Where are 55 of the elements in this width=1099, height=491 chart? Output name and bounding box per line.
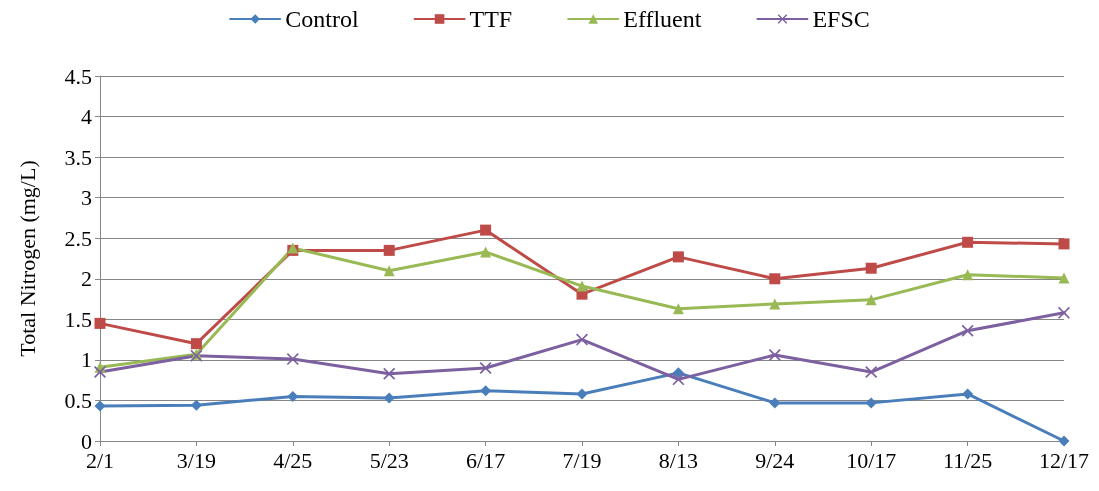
x-tick-label: 10/17: [846, 447, 897, 473]
x-tick-label: 5/23: [369, 447, 409, 473]
point: [1058, 306, 1070, 319]
y-axis-title: Total Nitrogen (mg/L): [14, 160, 40, 357]
point: [576, 388, 588, 400]
point: [769, 298, 781, 310]
point: [383, 367, 396, 380]
point: [383, 392, 395, 404]
x-tick-label: 11/25: [942, 447, 993, 473]
x-tick-label: 6/17: [466, 447, 506, 473]
point: [961, 324, 974, 337]
point: [1058, 272, 1070, 284]
y-tick-label: 2: [81, 266, 92, 292]
x-tick-label: 3/19: [176, 447, 216, 473]
point: [383, 244, 395, 256]
point: [94, 400, 106, 412]
y-tick-label: 4: [81, 104, 92, 130]
y-tick-label: 1.5: [64, 306, 92, 332]
point: [383, 265, 395, 277]
point: [480, 224, 492, 236]
point: [672, 303, 684, 315]
point: [769, 273, 781, 285]
point: [576, 280, 588, 292]
legend-label: EFSC: [812, 6, 870, 32]
legend-label: TTF: [469, 6, 513, 32]
y-tick-label: 0.5: [64, 387, 92, 413]
point: [94, 366, 106, 379]
point: [672, 251, 684, 263]
y-tick-label: 0: [81, 428, 92, 454]
point: [672, 373, 685, 386]
y-tick-label: 3: [81, 185, 92, 211]
point: [94, 317, 106, 329]
point: [865, 262, 877, 274]
y-tick-label: 4.5: [64, 63, 92, 89]
point: [962, 236, 974, 248]
point: [962, 388, 974, 400]
point: [962, 269, 974, 281]
legend-label: Effluent: [623, 6, 702, 32]
point: [190, 338, 202, 350]
x-tick-label: 8/13: [658, 447, 698, 473]
point: [1058, 238, 1070, 250]
legend-label: Control: [285, 6, 359, 32]
y-tick-label: 1: [81, 347, 92, 373]
x-tick-label: 9/24: [755, 447, 795, 473]
point: [672, 367, 684, 379]
x-tick-label: 12/17: [1038, 447, 1090, 473]
y-tick-label: 2.5: [64, 225, 92, 251]
x-tick-label: 4/25: [273, 447, 313, 473]
x-tick-label: 7/19: [562, 447, 602, 473]
point: [286, 353, 299, 366]
point: [1058, 435, 1070, 447]
point: [865, 366, 878, 379]
point: [480, 246, 492, 258]
y-tick-label: 3.5: [64, 144, 92, 170]
point: [865, 294, 877, 306]
